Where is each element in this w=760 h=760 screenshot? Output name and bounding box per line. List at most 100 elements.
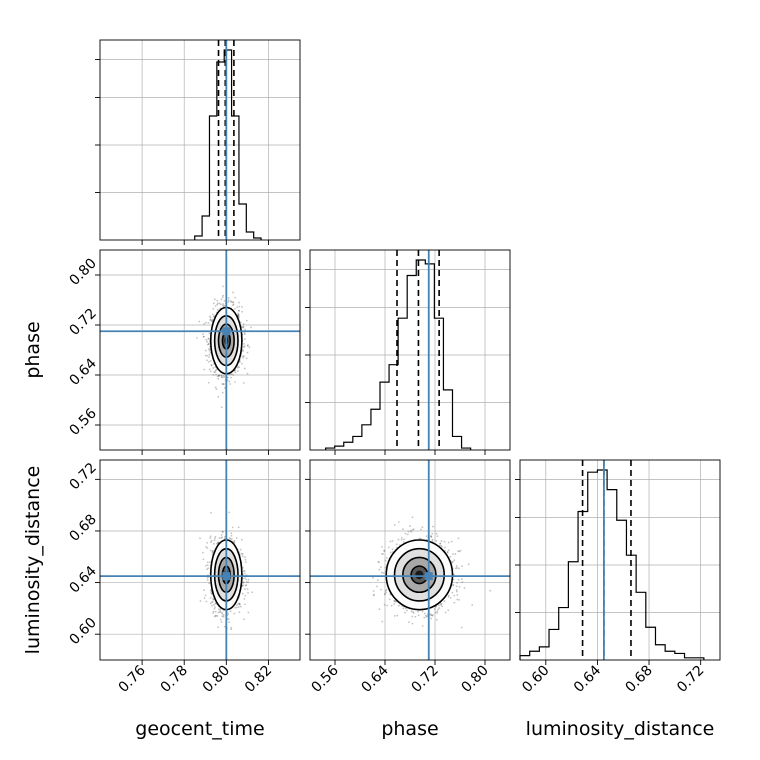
sample-point bbox=[414, 615, 417, 618]
sample-point bbox=[231, 301, 234, 304]
sample-point bbox=[214, 305, 217, 307]
sample-point bbox=[238, 611, 241, 614]
sample-point bbox=[456, 581, 458, 584]
sample-point bbox=[439, 542, 441, 545]
sample-point bbox=[222, 615, 225, 618]
sample-point bbox=[235, 537, 238, 540]
sample-point bbox=[435, 618, 438, 621]
sample-point bbox=[216, 303, 219, 306]
sample-point bbox=[248, 346, 251, 349]
sample-point bbox=[432, 525, 434, 528]
sample-point bbox=[245, 319, 248, 322]
sample-point bbox=[471, 603, 474, 606]
sample-point bbox=[238, 301, 240, 304]
sample-point bbox=[222, 294, 225, 297]
sample-point bbox=[451, 584, 454, 587]
sample-point bbox=[213, 298, 216, 301]
sample-point bbox=[242, 355, 244, 358]
sample-point bbox=[243, 570, 246, 572]
sample-point bbox=[418, 537, 421, 540]
sample-point bbox=[208, 368, 211, 371]
sample-point bbox=[388, 598, 391, 601]
sample-point bbox=[393, 524, 396, 526]
sample-point bbox=[430, 613, 433, 616]
sample-point bbox=[214, 386, 217, 389]
sample-point bbox=[447, 541, 450, 544]
sample-point bbox=[216, 299, 219, 302]
sample-point bbox=[391, 548, 394, 551]
sample-point bbox=[207, 381, 210, 384]
sample-point bbox=[230, 532, 233, 535]
x-axis-label-phase: phase bbox=[381, 718, 438, 740]
sample-point bbox=[233, 539, 236, 542]
sample-point bbox=[459, 549, 462, 552]
sample-point bbox=[220, 374, 223, 377]
sample-point bbox=[206, 564, 209, 567]
sample-point bbox=[219, 618, 222, 621]
sample-point bbox=[383, 603, 386, 606]
sample-point bbox=[437, 608, 439, 611]
contour-line bbox=[393, 547, 446, 602]
sample-point bbox=[421, 625, 424, 627]
sample-point bbox=[244, 572, 246, 575]
sample-point bbox=[463, 587, 466, 589]
sample-point bbox=[206, 340, 208, 343]
contour-line bbox=[402, 556, 437, 594]
sample-point bbox=[231, 304, 234, 307]
sample-point bbox=[208, 356, 210, 358]
sample-point bbox=[384, 566, 387, 569]
sample-point bbox=[212, 374, 215, 376]
sample-point bbox=[214, 537, 216, 540]
y-tick-label: 0.80 bbox=[66, 255, 99, 288]
sample-point bbox=[223, 537, 226, 540]
sample-point bbox=[397, 521, 400, 523]
sample-point bbox=[378, 561, 380, 564]
sample-point bbox=[244, 561, 247, 564]
density-level bbox=[415, 570, 424, 580]
sample-point bbox=[250, 326, 252, 329]
sample-point bbox=[453, 601, 456, 604]
sample-point bbox=[247, 611, 250, 614]
sample-point bbox=[228, 511, 231, 514]
sample-point bbox=[382, 572, 385, 574]
sample-point bbox=[210, 364, 213, 367]
sample-point bbox=[381, 553, 383, 555]
sample-point bbox=[221, 531, 224, 533]
sample-point bbox=[229, 610, 232, 613]
sample-point bbox=[218, 537, 221, 539]
sample-point bbox=[378, 608, 381, 611]
sample-point bbox=[451, 591, 454, 594]
sample-point bbox=[213, 539, 216, 542]
sample-point bbox=[208, 349, 211, 352]
sample-point bbox=[210, 319, 213, 322]
sample-point bbox=[212, 611, 214, 614]
sample-point bbox=[236, 306, 239, 309]
histogram-step-line bbox=[194, 49, 262, 240]
sample-point bbox=[238, 603, 241, 606]
sample-point bbox=[206, 547, 209, 549]
sample-point bbox=[214, 535, 217, 538]
sample-point bbox=[242, 584, 245, 587]
sample-point bbox=[251, 591, 253, 594]
sample-point bbox=[425, 614, 427, 617]
x-tick-label: 0.78 bbox=[158, 663, 191, 696]
sample-point bbox=[456, 598, 459, 601]
x-tick-label: 0.64 bbox=[358, 662, 391, 695]
sample-point bbox=[234, 381, 236, 383]
sample-point bbox=[241, 310, 244, 313]
sample-point bbox=[449, 555, 452, 558]
sample-point bbox=[230, 628, 233, 631]
sample-point bbox=[207, 322, 210, 324]
sample-point bbox=[247, 578, 250, 581]
sample-point bbox=[378, 568, 381, 571]
hist-phase-panel bbox=[305, 249, 511, 455]
sample-point bbox=[241, 592, 244, 595]
sample-point bbox=[199, 537, 201, 540]
sample-point bbox=[436, 610, 439, 613]
sample-point bbox=[237, 602, 240, 605]
sample-point bbox=[242, 326, 245, 329]
sample-point bbox=[393, 599, 396, 602]
sample-point bbox=[430, 614, 432, 617]
sample-point bbox=[429, 535, 432, 538]
